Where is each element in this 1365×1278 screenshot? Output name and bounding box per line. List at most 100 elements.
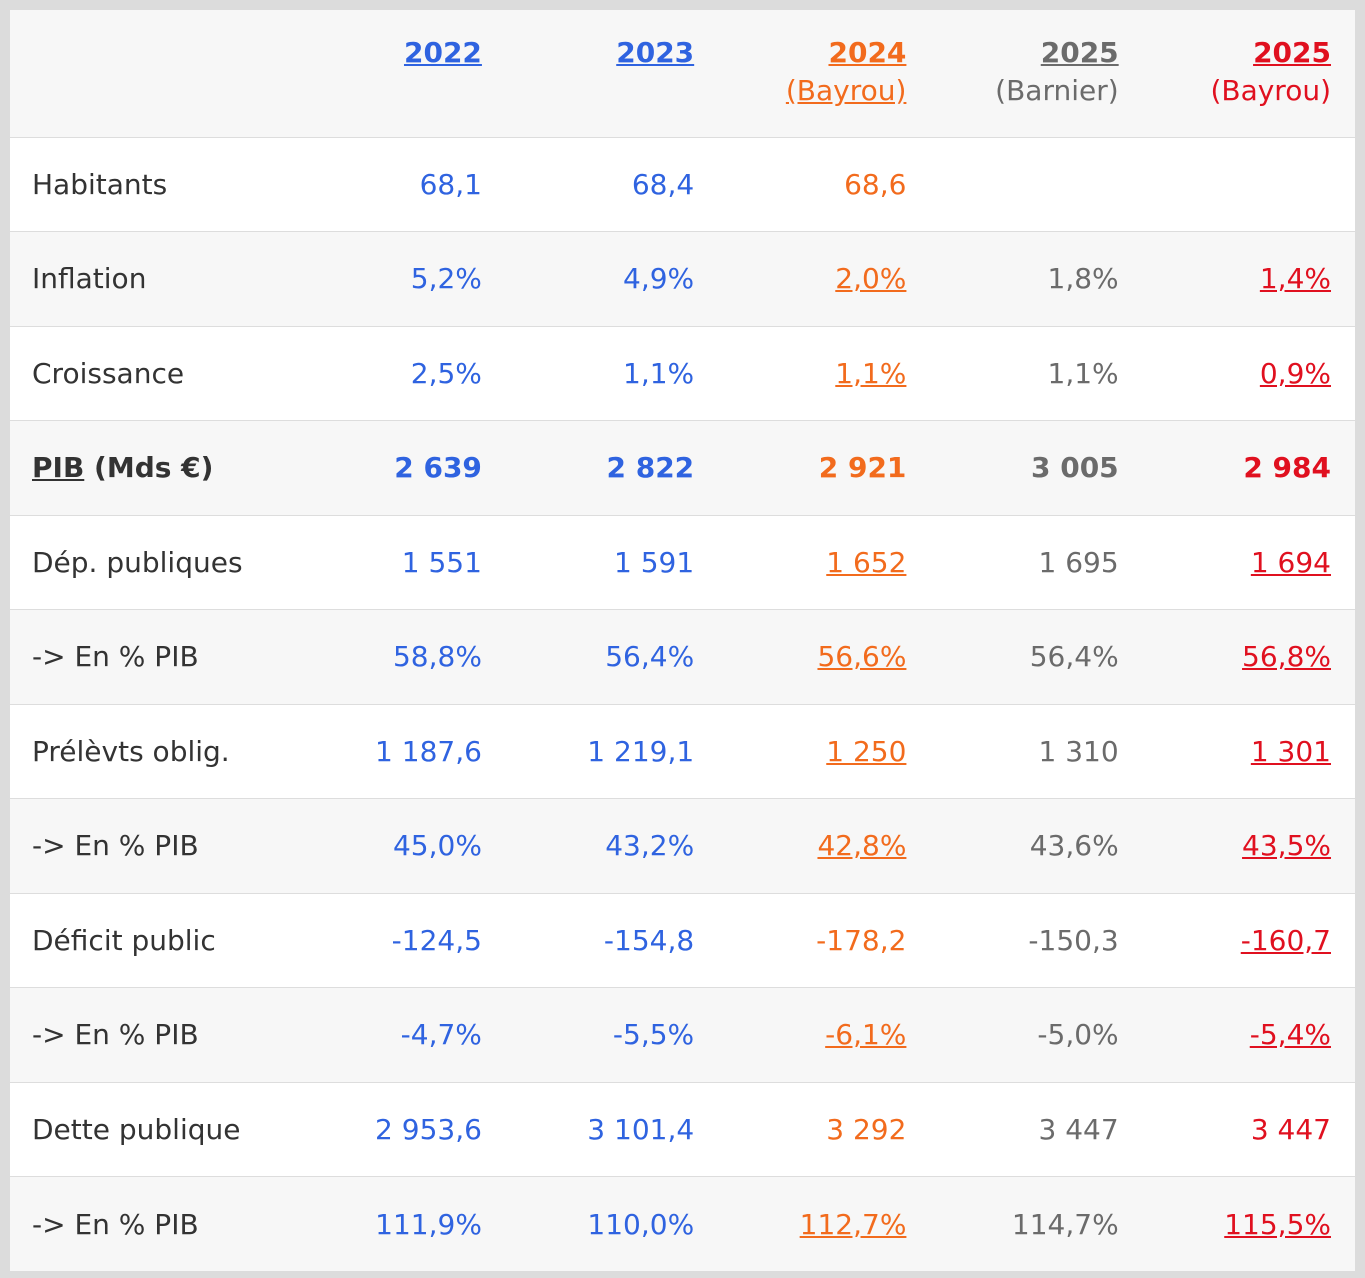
table-row: Inflation 5,2% 4,9% 2,0% 1,8% 1,4% [10, 231, 1355, 326]
row-label: -> En % PIB [32, 829, 199, 863]
cell-link[interactable]: 42,8% [817, 829, 907, 863]
cell-link[interactable]: 1,1% [835, 356, 907, 390]
cell-value: 3 447 [1038, 1112, 1119, 1146]
header-empty-cell [10, 10, 294, 137]
cell-value: 2 953,6 [375, 1112, 482, 1146]
cell-link[interactable]: 1 694 [1250, 545, 1331, 579]
cell-value: -150,3 [1028, 923, 1119, 957]
cell-value: 2 639 [394, 451, 482, 485]
pib-link[interactable]: PIB [32, 451, 85, 485]
cell-link[interactable]: 1 250 [826, 734, 907, 768]
row-label: Déficit public [32, 923, 216, 957]
table-row: Prélèvts oblig. 1 187,6 1 219,1 1 250 1 … [10, 704, 1355, 799]
cell-value: 1,1% [623, 356, 695, 390]
cell-value: 3 292 [826, 1112, 907, 1146]
header-year-link[interactable]: 2022 [403, 36, 482, 69]
cell-value [930, 137, 1142, 232]
table-row-pib: PIB (Mds €) 2 639 2 822 2 921 3 005 2 98… [10, 420, 1355, 516]
table-row: Dette publique 2 953,6 3 101,4 3 292 3 4… [10, 1082, 1355, 1177]
header-year-link[interactable]: 2023 [616, 36, 695, 69]
cell-value: 3 005 [1030, 451, 1119, 485]
cell-value: 2 822 [606, 451, 695, 485]
cell-value: 1 187,6 [375, 734, 482, 768]
budget-table: 2022 2023 2024 (Bayrou) 2025 (Barnier) 2… [10, 10, 1355, 1271]
cell-value: -4,7% [400, 1018, 482, 1052]
header-sub-label: (Barnier) [995, 74, 1119, 107]
cell-link[interactable]: -5,4% [1249, 1018, 1331, 1052]
pib-unit-label: (Mds €) [84, 451, 214, 485]
cell-value: 56,4% [1029, 640, 1119, 674]
cell-value: -154,8 [603, 923, 695, 957]
row-label: Dette publique [32, 1112, 241, 1146]
row-label: Habitants [32, 167, 168, 201]
cell-value: 110,0% [587, 1207, 695, 1241]
cell-value: 1 310 [1038, 734, 1119, 768]
cell-value: 1 551 [401, 545, 482, 579]
row-label: -> En % PIB [32, 640, 199, 674]
cell-link[interactable]: 0,9% [1259, 356, 1331, 390]
row-label: -> En % PIB [32, 1018, 199, 1052]
cell-link[interactable]: 1 301 [1250, 734, 1331, 768]
row-label: Croissance [32, 356, 185, 390]
cell-value: 68,6 [844, 167, 907, 201]
cell-value: 4,9% [623, 262, 695, 296]
table-row: Déficit public -124,5 -154,8 -178,2 -150… [10, 893, 1355, 988]
cell-value: 2,5% [410, 356, 482, 390]
header-sub-label[interactable]: (Bayrou) [785, 74, 907, 107]
cell-value: -5,0% [1037, 1018, 1119, 1052]
cell-link[interactable]: 43,5% [1242, 829, 1331, 863]
header-2025-bayrou[interactable]: 2025 (Bayrou) [1143, 10, 1355, 137]
header-sub-label: (Bayrou) [1210, 74, 1331, 107]
cell-value: 1 219,1 [587, 734, 695, 768]
cell-value: 3 447 [1250, 1112, 1331, 1146]
cell-value: 3 101,4 [587, 1112, 695, 1146]
cell-value: -178,2 [816, 923, 907, 957]
cell-value: 2 984 [1243, 451, 1331, 485]
cell-value: 45,0% [392, 829, 482, 863]
table-row: Croissance 2,5% 1,1% 1,1% 1,1% 0,9% [10, 326, 1355, 421]
cell-value: 58,8% [392, 640, 482, 674]
row-label: Inflation [32, 262, 147, 296]
header-2023[interactable]: 2023 [506, 10, 718, 137]
header-year-link[interactable]: 2024 [828, 36, 907, 69]
row-label: Prélèvts oblig. [32, 734, 230, 768]
header-2025-barnier[interactable]: 2025 (Barnier) [930, 10, 1142, 137]
cell-value: 56,4% [605, 640, 695, 674]
table-row: Habitants 68,1 68,4 68,6 [10, 137, 1355, 232]
table-row: Dép. publiques 1 551 1 591 1 652 1 695 1… [10, 515, 1355, 610]
cell-value: 43,6% [1029, 829, 1119, 863]
table-row: -> En % PIB 58,8% 56,4% 56,6% 56,4% 56,8… [10, 609, 1355, 704]
cell-value: -124,5 [391, 923, 482, 957]
cell-value: -5,5% [612, 1018, 695, 1052]
header-2024-bayrou[interactable]: 2024 (Bayrou) [718, 10, 930, 137]
table-row: -> En % PIB -4,7% -5,5% -6,1% -5,0% -5,4… [10, 987, 1355, 1082]
header-year-link[interactable]: 2025 [1040, 36, 1119, 69]
header-row: 2022 2023 2024 (Bayrou) 2025 (Barnier) 2… [10, 10, 1355, 137]
cell-link[interactable]: 112,7% [799, 1207, 907, 1241]
table-row: -> En % PIB 45,0% 43,2% 42,8% 43,6% 43,5… [10, 798, 1355, 893]
cell-value: 68,1 [419, 167, 482, 201]
cell-value [1143, 137, 1355, 232]
cell-value: 43,2% [605, 829, 695, 863]
cell-link[interactable]: 56,8% [1242, 640, 1331, 674]
header-2022[interactable]: 2022 [294, 10, 506, 137]
cell-link[interactable]: 1 652 [826, 545, 907, 579]
cell-link[interactable]: 2,0% [835, 262, 907, 296]
cell-link[interactable]: 115,5% [1224, 1207, 1331, 1241]
cell-value: 68,4 [631, 167, 695, 201]
cell-value: 1 591 [614, 545, 695, 579]
row-label: PIB (Mds €) [10, 421, 294, 516]
cell-link[interactable]: 56,6% [817, 640, 907, 674]
header-year-link[interactable]: 2025 [1253, 36, 1331, 69]
cell-value: 5,2% [410, 262, 482, 296]
cell-link[interactable]: -6,1% [825, 1018, 907, 1052]
row-label: -> En % PIB [32, 1207, 199, 1241]
cell-value: 114,7% [1011, 1207, 1119, 1241]
table-row: -> En % PIB 111,9% 110,0% 112,7% 114,7% … [10, 1176, 1355, 1271]
cell-link[interactable]: 1,4% [1259, 262, 1331, 296]
data-table-frame: 2022 2023 2024 (Bayrou) 2025 (Barnier) 2… [10, 10, 1355, 1271]
cell-value: 111,9% [375, 1207, 482, 1241]
cell-value: 1 695 [1038, 545, 1119, 579]
cell-link[interactable]: -160,7 [1240, 923, 1331, 957]
row-label: Dép. publiques [32, 545, 243, 579]
